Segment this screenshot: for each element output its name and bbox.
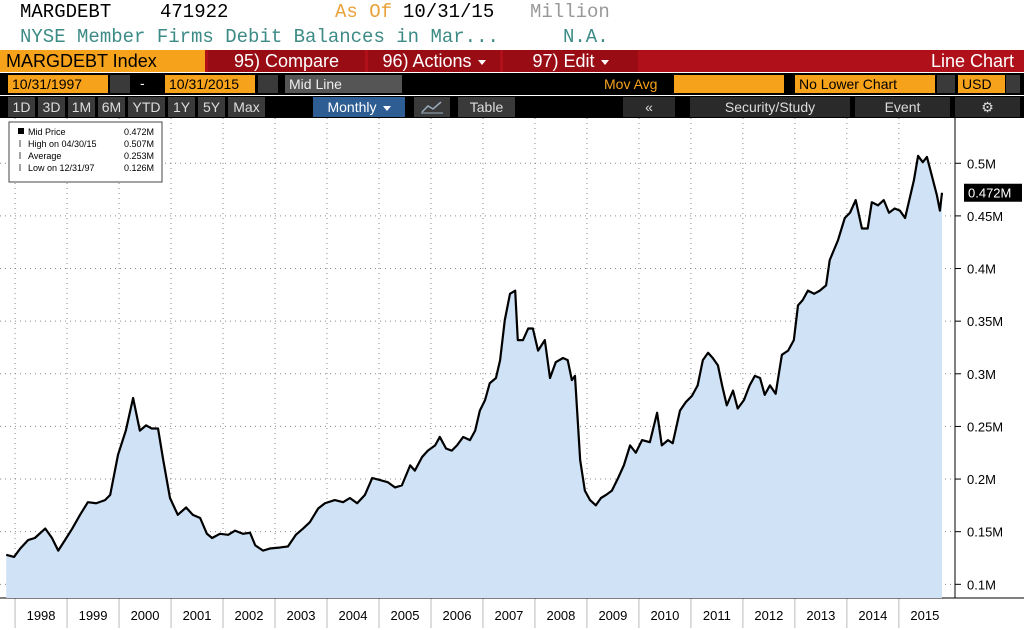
end-date[interactable]: 10/31/2015 <box>165 75 255 93</box>
actions-label: 96) Actions <box>382 51 472 71</box>
units: Million <box>530 1 610 23</box>
calendar-icon[interactable] <box>110 75 130 93</box>
legend-value: 0.507M <box>124 139 154 149</box>
y-tick-label: 0.35M <box>967 314 1003 329</box>
toolbar: MARGDEBT Index 95) Compare 96) Actions 9… <box>0 50 1024 72</box>
y-tick-label: 0.1M <box>967 577 996 592</box>
x-tick-label: 2004 <box>339 608 368 623</box>
actions-button[interactable]: 96) Actions <box>368 50 500 72</box>
period-button[interactable]: 6M <box>98 97 125 117</box>
lower-chart[interactable]: No Lower Chart <box>795 75 935 93</box>
x-tick-label: 2011 <box>703 608 731 623</box>
x-tick-label: 1998 <box>27 608 56 623</box>
y-tick-label: 0.45M <box>967 209 1003 224</box>
table-button[interactable]: Table <box>458 97 515 117</box>
x-tick-label: 1999 <box>79 608 108 623</box>
x-tick-label: 2006 <box>443 608 472 623</box>
controls: 10/31/1997 - 10/31/2015 Mid Line Mov Avg… <box>0 73 1024 95</box>
last-price-tag <box>964 183 1022 202</box>
chart-type[interactable]: Line Chart <box>930 51 1014 71</box>
x-tick-label: 2013 <box>806 608 835 623</box>
period-button[interactable]: YTD <box>128 97 165 117</box>
x-tick-label: 2007 <box>494 608 523 623</box>
chart: 0.1M 0.15M 0.2M 0.25M 0.3M 0.35M 0.4M 0.45M 0.5M… <box>0 118 1024 628</box>
dropdown[interactable] <box>1006 75 1020 93</box>
x-tick-label: 2005 <box>391 608 420 623</box>
y-tick-label: 0.25M <box>967 419 1003 434</box>
x-tick-label: 2010 <box>650 608 679 623</box>
x-tick-label: 2001 <box>183 608 212 623</box>
icon <box>421 101 443 114</box>
legend-label: Mid Price <box>28 127 66 137</box>
frequency[interactable]: Monthly <box>313 97 405 117</box>
y-tick-label: 0.4M <box>967 262 996 277</box>
legend-box <box>8 121 163 183</box>
legend-value: 0.126M <box>124 163 154 173</box>
units-note: N.A. <box>563 26 609 48</box>
legend-swatch <box>18 128 24 134</box>
compare-button[interactable]: 95) Compare <box>208 50 365 72</box>
legend: Mid Price 0.472M High on 04/30/15 0.507M Ave… <box>8 121 163 183</box>
frequency-label: Monthly <box>327 99 377 115</box>
x-tick-label: 2000 <box>131 608 160 623</box>
event-button[interactable]: Event <box>855 97 950 117</box>
legend-label: High on 04/30/15 <box>28 139 97 149</box>
mov-avg[interactable]: Mov Avg <box>600 75 672 93</box>
y-tick-label: 0.5M <box>967 156 996 171</box>
edit-label: 97) Edit <box>532 51 595 71</box>
study-button[interactable]: Security/Study <box>690 97 850 117</box>
legend-value: 0.472M <box>124 127 154 137</box>
y-tick-label: 0.15M <box>967 525 1003 540</box>
last-price-label: 0.472M <box>968 186 1011 201</box>
description: NYSE Member Firms Debit Balances in Mar.… <box>20 26 499 48</box>
x-tick-label: 2009 <box>598 608 627 623</box>
y-tick-label: 0.2M <box>967 472 996 487</box>
ticker: MARGDEBT <box>20 1 112 23</box>
security-field[interactable]: MARGDEBT Index <box>0 50 205 72</box>
start-date[interactable]: 10/31/1997 <box>8 75 108 93</box>
x-tick-label: 2008 <box>546 608 575 623</box>
line-type[interactable]: Mid Line <box>285 75 402 93</box>
x-tick-label: 2015 <box>910 608 939 623</box>
currency[interactable]: USD <box>958 75 1005 93</box>
last-value: 471922 <box>160 1 229 23</box>
period-button[interactable]: Max <box>228 97 265 117</box>
legend-label: Low on 12/31/97 <box>28 163 95 173</box>
calendar-icon[interactable] <box>258 75 278 93</box>
as-of-date: 10/31/15 <box>403 1 495 23</box>
settings-button[interactable]: ⚙ <box>955 97 1020 117</box>
back-button[interactable]: « <box>623 97 675 117</box>
chart-icon[interactable] <box>414 97 450 117</box>
date-dash: - <box>140 75 145 91</box>
x-tick-label: 2012 <box>754 608 783 623</box>
area <box>6 155 943 598</box>
legend-value: 0.253M <box>124 151 154 161</box>
as-of-label: As Of <box>335 1 393 23</box>
period-button[interactable]: 3D <box>38 97 65 117</box>
edit-button[interactable]: 97) Edit <box>503 50 638 72</box>
x-tick-label: 2002 <box>235 608 264 623</box>
line <box>5 154 944 559</box>
mov-avg-field[interactable] <box>674 75 784 93</box>
legend-label: Average <box>28 151 61 161</box>
period-button[interactable]: 1M <box>68 97 95 117</box>
x-tick-label: 2003 <box>287 608 316 623</box>
x-tick-label: 2014 <box>858 608 887 623</box>
period-button[interactable]: 1D <box>8 97 35 117</box>
y-tick-label: 0.3M <box>967 367 996 382</box>
dropdown[interactable] <box>937 75 955 93</box>
period-button[interactable]: 5Y <box>198 97 225 117</box>
period-button[interactable]: 1Y <box>168 97 195 117</box>
